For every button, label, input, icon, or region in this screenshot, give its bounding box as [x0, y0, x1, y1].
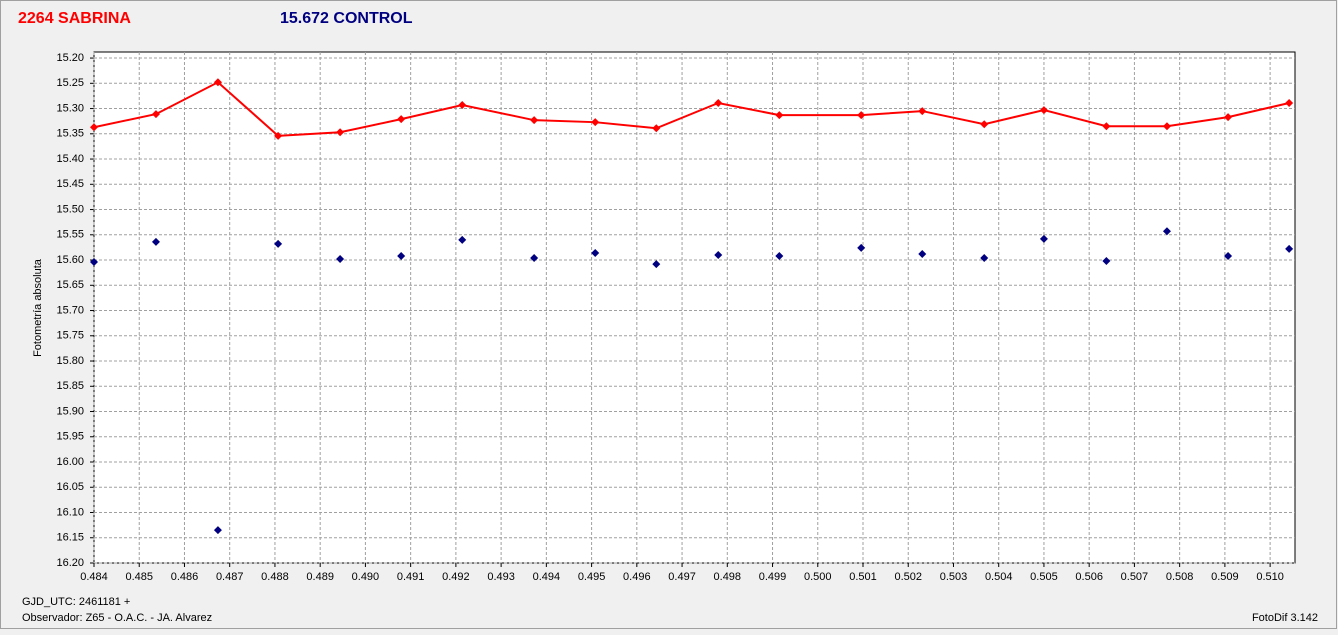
y-tick-label: 15.75: [56, 330, 84, 342]
y-tick-label: 15.90: [56, 405, 84, 417]
data-point: [652, 260, 661, 269]
data-point: [90, 123, 98, 132]
data-point: [980, 254, 989, 263]
data-point: [918, 107, 927, 116]
data-point: [530, 254, 539, 263]
y-tick-label: 15.95: [56, 431, 84, 443]
plot-area: [93, 51, 1296, 564]
x-tick-label: 0.489: [306, 571, 334, 583]
data-point: [1285, 98, 1294, 107]
data-point: [1224, 113, 1233, 122]
legend-entry: 15.672 CONTROL: [280, 10, 413, 27]
y-tick-label: 15.85: [56, 380, 84, 392]
data-point: [151, 237, 160, 246]
data-point: [714, 98, 723, 107]
data-point: [1102, 122, 1111, 131]
y-tick-label: 15.70: [56, 304, 84, 316]
y-tick-label: 15.65: [56, 279, 84, 291]
x-tick-label: 0.509: [1211, 571, 1239, 583]
y-tick-label: 15.45: [56, 178, 84, 190]
data-point: [458, 235, 467, 244]
data-point: [458, 101, 467, 110]
series-line: [93, 81, 1290, 137]
x-tick-label: 0.504: [985, 571, 1013, 583]
y-tick-label: 16.05: [56, 481, 84, 493]
x-tick-label: 0.484: [80, 571, 108, 583]
data-point: [1039, 234, 1048, 243]
data-point: [857, 111, 866, 120]
x-tick-label: 0.500: [804, 571, 832, 583]
x-axis-label: GJD_UTC: 2461181 +: [22, 596, 130, 608]
x-tick-label: 0.485: [125, 571, 153, 583]
data-point: [775, 251, 784, 260]
x-tick-label: 0.505: [1030, 571, 1058, 583]
y-axis-label: Fotometría absoluta: [32, 258, 44, 357]
data-point: [1224, 251, 1233, 260]
data-point: [336, 255, 345, 264]
x-tick-label: 0.491: [397, 571, 425, 583]
x-tick-label: 0.508: [1166, 571, 1194, 583]
x-tick-label: 0.497: [668, 571, 696, 583]
software: FotoDif 3.142: [1252, 612, 1318, 624]
observer: Observador: Z65 - O.A.C. - JA. Alvarez: [22, 612, 212, 624]
x-tick-label: 0.501: [849, 571, 877, 583]
data-point: [1102, 257, 1111, 266]
data-point: [918, 249, 927, 258]
data-point: [151, 110, 160, 119]
data-point: [591, 248, 600, 257]
data-point: [274, 239, 283, 248]
x-tick-label: 0.503: [940, 571, 968, 583]
data-point: [652, 124, 661, 133]
x-tick-label: 0.498: [714, 571, 742, 583]
x-tick-label: 0.496: [623, 571, 651, 583]
data-point: [1285, 244, 1294, 253]
y-tick-label: 15.25: [56, 77, 84, 89]
data-point: [213, 526, 222, 535]
data-point: [274, 131, 283, 140]
x-tick-label: 0.507: [1121, 571, 1149, 583]
x-tick-label: 0.510: [1256, 571, 1284, 583]
data-point: [775, 111, 784, 120]
x-tick-label: 0.493: [487, 571, 515, 583]
data-point: [336, 128, 345, 137]
x-tick-label: 0.499: [759, 571, 787, 583]
y-tick-label: 16.20: [56, 557, 84, 569]
x-tick-label: 0.494: [533, 571, 561, 583]
x-tick-label: 0.486: [171, 571, 199, 583]
data-point: [980, 120, 989, 129]
data-point: [530, 116, 539, 125]
y-tick-label: 15.20: [56, 52, 84, 64]
x-tick-label: 0.502: [894, 571, 922, 583]
y-tick-label: 15.60: [56, 254, 84, 266]
data-point: [591, 118, 600, 127]
y-tick-label: 15.55: [56, 229, 84, 241]
y-tick-label: 16.15: [56, 532, 84, 544]
data-point: [1162, 227, 1171, 236]
y-tick-label: 16.00: [56, 456, 84, 468]
x-tick-label: 0.488: [261, 571, 289, 583]
y-tick-label: 16.10: [56, 506, 84, 518]
data-point: [90, 258, 98, 267]
legend-entry: 2264 SABRINA: [18, 10, 131, 27]
x-tick-label: 0.487: [216, 571, 244, 583]
x-tick-label: 0.490: [352, 571, 380, 583]
data-point: [714, 250, 723, 259]
data-point: [397, 251, 406, 260]
data-point: [857, 243, 866, 252]
y-tick-label: 15.50: [56, 203, 84, 215]
x-tick-label: 0.495: [578, 571, 606, 583]
data-point: [1039, 106, 1048, 115]
x-tick-label: 0.506: [1075, 571, 1103, 583]
y-tick-label: 15.40: [56, 153, 84, 165]
data-point: [397, 115, 406, 124]
y-tick-label: 15.80: [56, 355, 84, 367]
y-tick-label: 15.35: [56, 128, 84, 140]
x-tick-label: 0.492: [442, 571, 470, 583]
data-point: [1162, 122, 1171, 131]
data-point: [213, 78, 222, 87]
y-tick-label: 15.30: [56, 102, 84, 114]
